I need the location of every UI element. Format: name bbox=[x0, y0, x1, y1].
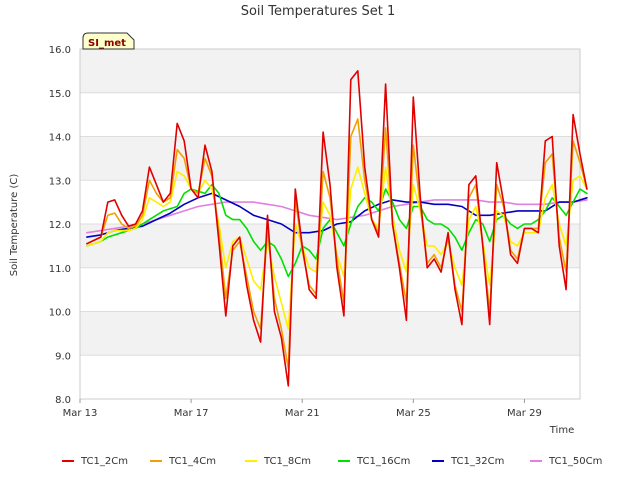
y-axis-label: Soil Temperature (C) bbox=[9, 174, 20, 277]
legend-label: TC1_50Cm bbox=[548, 456, 602, 467]
series-line-tc1-2cm bbox=[86, 70, 588, 387]
legend-label: TC1_32Cm bbox=[450, 456, 504, 467]
y-tick-label: 11.0 bbox=[49, 264, 71, 275]
y-tick-label: 15.0 bbox=[49, 89, 71, 100]
x-axis-label: Time bbox=[549, 425, 574, 436]
legend-item: TC1_50Cm bbox=[530, 456, 602, 467]
y-axis-ticks: 8.0 9.0 10.0 11.0 12.0 13.0 14.0 15.0 16.0 bbox=[49, 45, 71, 406]
grid-band bbox=[80, 224, 580, 268]
badge-shape bbox=[82, 32, 135, 50]
legend-item: TC1_4Cm bbox=[150, 456, 216, 467]
x-tick-label: Mar 29 bbox=[507, 408, 542, 419]
legend: TC1_2Cm TC1_4Cm TC1_8Cm TC1_16Cm TC1_32Cm TC1… bbox=[62, 456, 602, 467]
y-tick-label: 16.0 bbox=[49, 45, 71, 56]
grid-bands bbox=[80, 49, 580, 356]
y-tick-label: 12.0 bbox=[49, 220, 71, 231]
badge-label: SI_met bbox=[88, 38, 126, 49]
y-tick-label: 10.0 bbox=[49, 308, 71, 319]
legend-label: TC1_2Cm bbox=[80, 456, 128, 467]
grid-band bbox=[80, 311, 580, 356]
series-line-tc1-16cm bbox=[86, 183, 588, 278]
legend-item: TC1_32Cm bbox=[432, 456, 504, 467]
y-tick-label: 13.0 bbox=[49, 176, 71, 187]
series-line-tc1-8cm bbox=[86, 166, 588, 330]
y-tick-label: 9.0 bbox=[55, 351, 71, 362]
legend-item: TC1_16Cm bbox=[338, 456, 410, 467]
legend-label: TC1_8Cm bbox=[263, 456, 311, 467]
y-tick-label: 14.0 bbox=[49, 133, 71, 144]
series-group bbox=[86, 70, 588, 387]
x-tick-label: Mar 25 bbox=[396, 408, 431, 419]
x-tick-label: Mar 21 bbox=[285, 408, 320, 419]
site-badge: SI_met bbox=[82, 32, 135, 50]
legend-label: TC1_16Cm bbox=[356, 456, 410, 467]
x-axis-ticks: Mar 13 Mar 17 Mar 21 Mar 25 Mar 29 bbox=[63, 399, 542, 419]
series-line-tc1-32cm bbox=[86, 192, 588, 238]
grid-band bbox=[80, 49, 580, 93]
legend-label: TC1_4Cm bbox=[168, 456, 216, 467]
plot-frame bbox=[79, 48, 581, 400]
x-tick-label: Mar 13 bbox=[63, 408, 98, 419]
grid-band bbox=[80, 136, 580, 181]
y-tick-label: 8.0 bbox=[55, 395, 71, 406]
x-tick-label: Mar 17 bbox=[174, 408, 209, 419]
legend-item: TC1_8Cm bbox=[245, 456, 311, 467]
legend-item: TC1_2Cm bbox=[62, 456, 128, 467]
chart-title: Soil Temperatures Set 1 bbox=[241, 4, 396, 19]
